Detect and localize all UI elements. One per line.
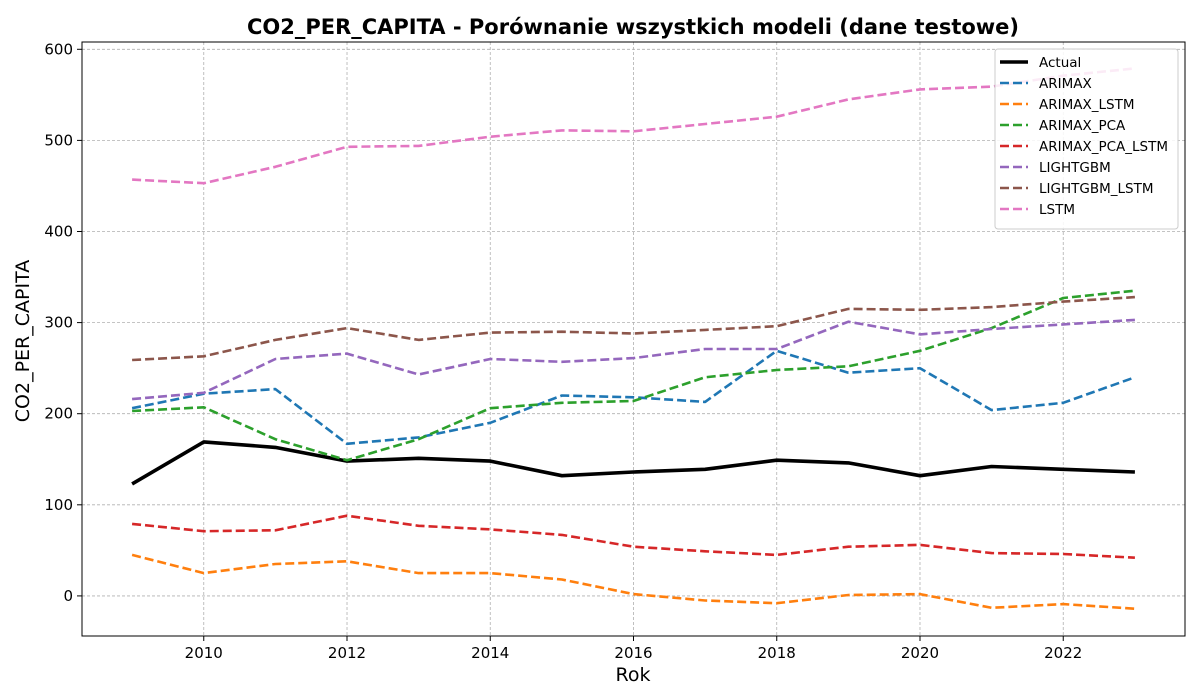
y-tick-label: 0 [63,587,73,605]
y-tick-label: 500 [44,131,73,149]
legend-label-arimax: ARIMAX [1039,76,1092,92]
series-line-arimax [131,349,1136,446]
series-lines [131,67,1136,610]
series-line-actual [131,440,1135,486]
x-tick-label: 2022 [1044,644,1082,662]
y-tick-label: 400 [44,222,73,240]
legend-label-arimax-lstm: ARIMAX_LSTM [1039,97,1134,113]
legend-label-arimax-pca: ARIMAX_PCA [1039,118,1126,134]
series-line-arimax-lstm [131,553,1135,610]
series-line-lightgbm [131,318,1135,401]
x-axis-title: Rok [616,664,651,686]
x-tick-label: 2014 [471,644,509,662]
y-tick-label: 200 [44,405,73,423]
legend-label-arimax-pca-lstm: ARIMAX_PCA_LSTM [1039,139,1168,155]
grid-lines [82,42,1185,636]
series-line-lightgbm-lstm [132,295,1135,362]
y-tick-label: 600 [44,40,73,58]
y-tick-label: 100 [44,496,73,514]
series-line-arimax-pca [132,289,1136,462]
x-tick-label: 2020 [901,644,939,662]
x-tick-label: 2012 [328,644,366,662]
legend-box [994,48,1179,230]
y-tick-label: 300 [44,314,73,332]
x-tick-label: 2018 [758,644,796,662]
y-axis-title: CO2_PER_CAPITA [12,260,34,422]
legend-label-lightgbm-lstm: LIGHTGBM_LSTM [1039,181,1153,197]
legend-label-lightgbm: LIGHTGBM [1039,160,1111,176]
x-tick-label: 2016 [614,644,652,662]
legend-label-actual: Actual [1039,55,1081,71]
series-line-lstm [132,67,1136,185]
x-tick-label: 2010 [185,644,223,662]
legend-label-lstm: LSTM [1039,202,1075,218]
chart-title: CO2_PER_CAPITA - Porównanie wszystkich m… [247,15,1019,39]
series-line-arimax-pca-lstm [131,514,1135,559]
axis-ticks: 2010 2012 2014 2016 2018 2020 2022 0 100 200 300 40… [44,40,1082,662]
legend: Actual ARIMAX ARIMAX_LSTM ARIMAX_PCA ARIMAX_… [994,48,1179,230]
